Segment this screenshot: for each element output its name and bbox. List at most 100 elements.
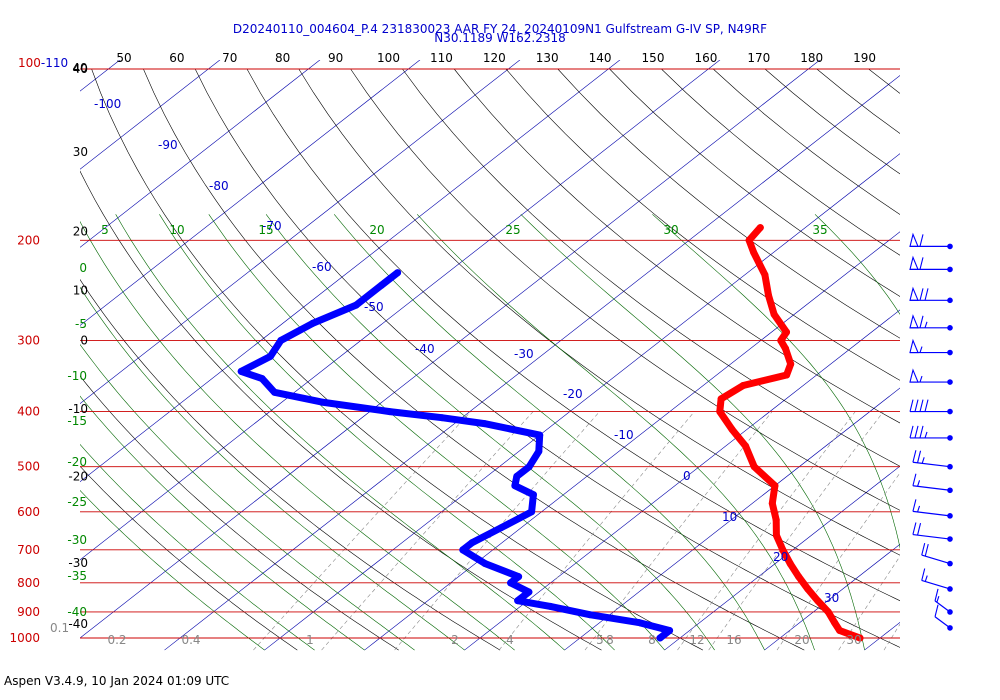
isotherm-label: 30: [824, 591, 839, 605]
theta-e-label: -20: [67, 455, 87, 469]
wind-barb-pennant: [909, 255, 919, 270]
dry-adiabat-line: [453, 68, 900, 424]
top-axis-label: 90: [328, 51, 343, 65]
wind-barb-half-flag: [936, 596, 940, 603]
height-label: 0: [80, 333, 88, 347]
dry-adiabat-line: [972, 69, 1000, 650]
wind-barb-dot: [947, 487, 953, 494]
chart-title-line2: N30.1189 W162.2318: [434, 31, 566, 45]
pressure-tick-label: 300: [17, 333, 40, 347]
temperature-point: [782, 345, 789, 353]
wind-barb-pennant: [909, 368, 919, 383]
isotherm-line: [464, 309, 900, 651]
dry-adiabat-line: [80, 375, 399, 651]
isotherm-line: [364, 231, 900, 651]
wind-barb-flag: [919, 234, 924, 247]
isotherm-line: [80, 60, 521, 405]
dewpoint-point: [318, 398, 326, 406]
temperature-point: [804, 585, 812, 593]
wind-barb-flag: [919, 288, 924, 301]
wind-barb-flag: [912, 522, 917, 535]
moist-adiabat-line: [520, 214, 865, 651]
temperature-point: [745, 236, 753, 244]
top-axis-label: 120: [483, 51, 506, 65]
height-label: 20: [73, 224, 88, 238]
wind-barb-half-flag: [919, 346, 923, 353]
mixing-ratio-label: 4: [506, 633, 514, 647]
wind-barb-flag: [924, 399, 929, 412]
top-axis-label: 190: [853, 51, 876, 65]
wind-barb-flag: [924, 544, 929, 557]
top-axis-label: 160: [694, 51, 717, 65]
wind-barb-flag: [912, 473, 917, 486]
wind-barb-dot: [947, 379, 953, 385]
dewpoint-point: [237, 367, 245, 375]
isotherm-label: -90: [158, 138, 178, 152]
wind-barb-half-flag: [921, 457, 925, 464]
dewpoint-point: [394, 269, 402, 277]
dry-adiabat-line: [91, 68, 704, 651]
wind-barb-dot: [947, 625, 953, 631]
dewpoint-point: [468, 539, 476, 547]
dewpoint-point: [666, 627, 674, 634]
wind-barb-dot: [947, 536, 953, 542]
moist-adiabat-line: [80, 343, 415, 651]
mixing-ratio-line: [708, 411, 884, 651]
moist-adiabat-line: [80, 395, 365, 651]
isotherm-line: [80, 60, 621, 483]
dewpoint-point: [656, 634, 664, 642]
wind-barb-half-flag: [919, 375, 923, 383]
wind-barb-pennant: [909, 314, 919, 329]
isotherm-line: [80, 60, 821, 639]
top-axis-label: 40: [72, 61, 87, 75]
isotherm-line: [80, 60, 721, 561]
wind-barb-flag: [917, 522, 922, 536]
temperature-point: [739, 382, 747, 389]
isotherm-line: [80, 60, 221, 170]
dry-adiabat-line: [80, 278, 501, 651]
wind-barb-flag: [921, 568, 926, 581]
mixing-ratio-label: 12: [689, 633, 704, 647]
temperature-point: [750, 248, 758, 256]
top-axis-label: 70: [222, 51, 237, 65]
temperature-point: [836, 627, 844, 634]
top-axis-label: 50: [116, 51, 131, 65]
temperature-point: [777, 337, 785, 344]
height-label: 10: [73, 283, 88, 297]
temperature-point: [772, 531, 780, 539]
temperature-point: [761, 271, 769, 279]
dry-adiabat-line: [298, 68, 900, 556]
wind-barb-staff: [921, 554, 951, 565]
isotherm-line: [80, 60, 321, 248]
dewpoint-point: [377, 281, 385, 289]
theta-e-label: 15: [258, 223, 273, 237]
moist-adiabat-line: [80, 220, 515, 651]
isotherm-line: [80, 60, 121, 92]
mixing-ratio-label: 8: [606, 633, 614, 647]
wind-barb-flag: [909, 399, 914, 412]
dewpoint-point: [438, 414, 446, 422]
dry-adiabat-line: [246, 68, 900, 602]
wind-barb-flag: [912, 450, 917, 463]
chart-title-line1: D20240110_004604_P.4 231830023 AAR FY 24…: [232, 22, 768, 36]
top-axis-label: 110: [430, 51, 453, 65]
wind-barb-pennant: [909, 338, 919, 354]
top-axis-label: 60: [169, 51, 184, 65]
temperature-point: [756, 224, 764, 232]
dry-adiabat-line: [816, 68, 900, 134]
mixing-ratio-line: [776, 472, 900, 651]
mixing-ratio-line: [498, 411, 695, 651]
mixing-ratio-label: 30: [846, 633, 861, 647]
wind-barb-flag: [917, 450, 922, 463]
theta-e-label: 25: [505, 223, 520, 237]
dewpoint-point: [525, 463, 533, 471]
height-label: 40: [73, 62, 88, 76]
mixing-ratio-line: [883, 623, 900, 651]
theta-e-label: -35: [67, 569, 87, 583]
temperature-point: [824, 608, 832, 616]
dewpoint-point: [480, 420, 488, 428]
isotherm-line: [0, 56, 25, 650]
dewpoint-point: [535, 447, 543, 455]
dewpoint-point: [536, 431, 544, 439]
wind-barb-half-flag: [924, 321, 928, 328]
